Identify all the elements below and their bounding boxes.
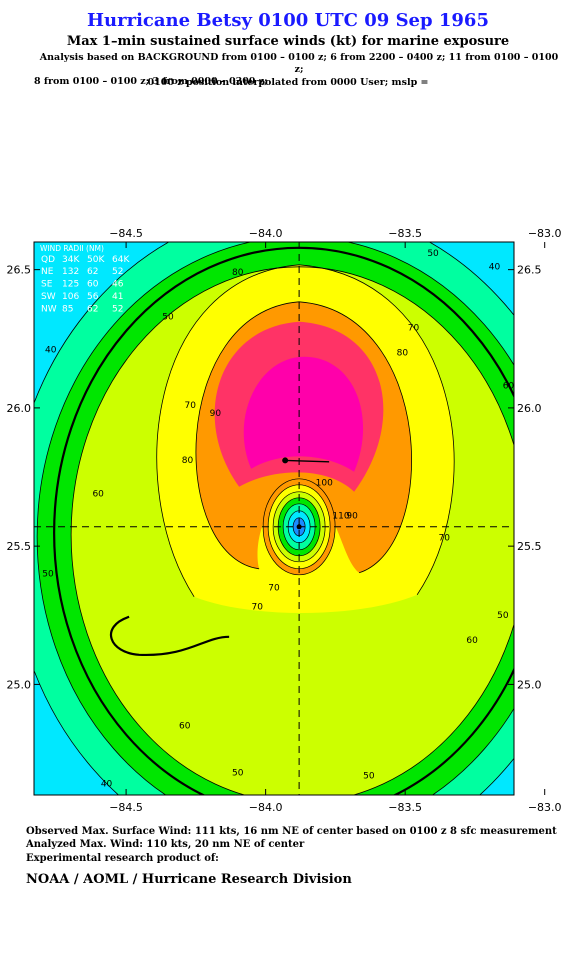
contour-label: 60 (179, 722, 191, 732)
wind-radii-cell: 85 (62, 305, 73, 315)
y-tick-label-right: 26.5 (517, 264, 542, 277)
contour-80kt (195, 301, 412, 574)
max-wind-arrow (285, 459, 330, 463)
contour-label: 50 (42, 570, 54, 580)
contour-label: 60 (92, 489, 104, 499)
contour-50kt-bulge (109, 615, 230, 656)
wind-radii-cell: 125 (62, 280, 79, 290)
x-tick-label-top: −84.5 (109, 227, 143, 240)
contour-label: 40 (489, 263, 501, 273)
storm-center-marker (296, 524, 302, 530)
wind-radii-table: WIND RADII (NM) QD 34K 50K 64K NE 132 62 52 SE 125… (40, 244, 130, 315)
contour-label: 80 (397, 348, 409, 358)
wind-radii-cell: 62 (87, 305, 98, 315)
chart-title: Hurricane Betsy 0100 UTC 09 Sep 1965 (87, 10, 489, 31)
max-wind-marker (282, 457, 289, 464)
contour-line-2 (36, 242, 514, 795)
y-tick-label-right: 25.0 (517, 678, 542, 691)
wind-radii-cell: 56 (87, 292, 99, 302)
plot-frame (33, 241, 515, 796)
wind-radii-cell: SE (41, 280, 53, 290)
contour-label: 40 (101, 780, 113, 790)
field-100kt (243, 356, 364, 472)
x-tick-label-top: −83.5 (388, 227, 422, 240)
contour-label: 90 (210, 409, 222, 419)
contour-70kt (156, 264, 455, 598)
contour-label: 50 (497, 611, 509, 621)
analysis-line-2: 8 from 0100 – 0100 z; 3 from 0000 – 0300… (34, 76, 268, 87)
wind-radii-header-cell: 34K (62, 255, 80, 265)
contour-label: 80 (232, 268, 244, 278)
wind-contour-plot: 8050405070804070906080100601109070707050… (7, 227, 562, 814)
contour-label: 90 (346, 512, 358, 522)
contour-label: 100 (316, 478, 333, 488)
x-tick-label-top: −84.0 (249, 227, 283, 240)
wind-radii-cell: 52 (112, 305, 123, 315)
organization-name: NOAA / AOML / Hurricane Research Divisio… (26, 872, 352, 887)
wind-radii-header-cell: 64K (112, 255, 130, 265)
contour-label: 50 (363, 771, 375, 781)
x-tick-label-bottom: −84.5 (109, 801, 143, 814)
y-tick-label-left: 25.5 (7, 540, 32, 553)
contour-label: 80 (182, 456, 194, 466)
contour-label: 70 (439, 534, 451, 544)
y-tick-label-right: 25.5 (517, 540, 542, 553)
x-tick-label-top: −83.0 (528, 227, 562, 240)
x-tick-label-bottom: −83.0 (528, 801, 562, 814)
y-tick-label-right: 26.0 (517, 402, 542, 415)
contour-label: 70 (252, 603, 264, 613)
wind-radii-cell: 60 (87, 280, 99, 290)
wind-radii-title: WIND RADII (NM) (40, 244, 104, 253)
y-tick-label-left: 26.0 (7, 402, 32, 415)
analysis-note: Analysis based on BACKGROUND from 0100 –… (34, 52, 564, 88)
contour-label: 60 (466, 636, 478, 646)
wind-radii-cell: 132 (62, 267, 79, 277)
wind-radii-cell: SW (41, 292, 56, 302)
wind-radii-cell: 62 (87, 267, 98, 277)
chart-subtitle: Max 1–min sustained surface winds (kt) f… (66, 34, 510, 49)
y-tick-label-left: 26.5 (7, 264, 32, 277)
wind-radii-header-cell: 50K (87, 255, 105, 265)
analyzed-max-wind: Analyzed Max. Wind: 110 kts, 20 nm NE of… (26, 839, 305, 850)
y-tick-label-left: 25.0 (7, 678, 32, 691)
experimental-note: Experimental research product of: (26, 853, 219, 864)
wind-radii-cell: NE (41, 267, 54, 277)
contour-label: 50 (232, 769, 244, 779)
contour-label: 60 (503, 382, 515, 392)
contour-label: 50 (162, 312, 174, 322)
wind-radii-cell: 106 (62, 292, 79, 302)
wind-radii-cell: 46 (112, 280, 124, 290)
analysis-line-1: Analysis based on BACKGROUND from 0100 –… (39, 52, 559, 75)
contour-label: 70 (185, 401, 197, 411)
contour-label: 70 (408, 323, 420, 333)
contour-label: 70 (268, 583, 280, 593)
contour-label: 40 (45, 346, 57, 356)
contour-label: 110 (332, 512, 349, 522)
contour-label: 50 (427, 249, 439, 259)
wind-radii-header-cell: QD (41, 255, 55, 265)
position-note: 0100 z position interpolated from 0000 U… (147, 77, 429, 88)
x-tick-label-bottom: −84.0 (249, 801, 283, 814)
x-tick-label-bottom: −83.5 (388, 801, 422, 814)
wind-radii-cell: 52 (112, 267, 123, 277)
wind-radii-cell: NW (41, 305, 57, 315)
observed-max-wind: Observed Max. Surface Wind: 111 kts, 16 … (26, 826, 557, 837)
wind-radii-cell: 41 (112, 292, 123, 302)
